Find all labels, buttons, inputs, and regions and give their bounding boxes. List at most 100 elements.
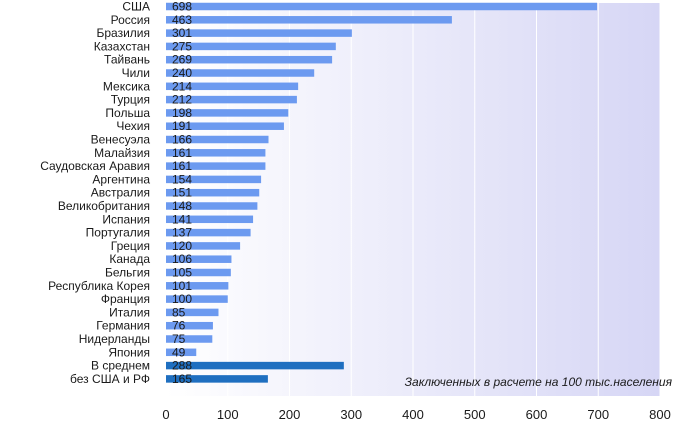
value-labels: 6984633012752692402142121981911661611611… — [172, 0, 192, 386]
category-label: Бразилия — [97, 26, 151, 40]
bar — [166, 321, 213, 330]
category-label: Польша — [105, 106, 150, 120]
bar — [166, 175, 262, 184]
category-label: Казахстан — [94, 39, 150, 53]
category-label: Италия — [109, 305, 150, 319]
x-tick-label: 0 — [162, 407, 169, 422]
bar — [166, 149, 266, 157]
bar — [166, 255, 232, 263]
value-label: 301 — [172, 26, 192, 40]
value-label: 214 — [172, 79, 192, 93]
bar — [166, 29, 352, 37]
bar — [166, 109, 289, 117]
bar — [166, 188, 260, 197]
bar — [166, 69, 315, 77]
category-label: В среднем — [91, 359, 150, 373]
value-label: 75 — [172, 332, 186, 346]
value-label: 240 — [172, 66, 192, 80]
x-tick-label: 100 — [217, 407, 239, 422]
chart-annotation: Заключенных в расчете на 100 тыс.населен… — [405, 375, 673, 389]
value-label: 698 — [172, 0, 192, 14]
bar — [166, 268, 231, 277]
bar — [166, 215, 254, 224]
x-tick-label: 700 — [587, 407, 609, 422]
category-labels: СШАРоссияБразилияКазахстанТайваньЧилиМек… — [40, 0, 150, 386]
category-label: Тайвань — [104, 53, 150, 67]
bar — [166, 2, 598, 11]
bar — [166, 361, 344, 370]
x-tick-labels: 0 100 200 300 400 500 600 700 800 — [162, 407, 670, 422]
bar — [166, 95, 297, 104]
category-label: Нидерланды — [79, 332, 150, 346]
category-label: Россия — [111, 13, 150, 27]
value-label: 269 — [172, 53, 192, 67]
category-label: Чехия — [116, 119, 150, 133]
category-label: Канада — [109, 252, 150, 266]
value-label: 100 — [172, 292, 192, 306]
category-label: Саудовская Аравия — [40, 159, 150, 173]
category-label: Турция — [111, 93, 150, 107]
category-label: Испания — [102, 212, 150, 226]
category-label: Германия — [96, 319, 150, 333]
x-tick-label: 400 — [402, 407, 424, 422]
value-label: 148 — [172, 199, 192, 213]
bar — [166, 348, 197, 357]
value-label: 212 — [172, 93, 192, 107]
category-label: Бельгия — [105, 266, 150, 280]
category-label: Франция — [101, 292, 150, 306]
bar — [166, 242, 241, 250]
bar — [166, 202, 258, 210]
value-label: 76 — [172, 319, 186, 333]
value-label: 166 — [172, 133, 192, 147]
value-label: 85 — [172, 305, 186, 319]
category-label: Япония — [108, 345, 150, 359]
value-label: 106 — [172, 252, 192, 266]
x-tick-label: 600 — [526, 407, 548, 422]
category-label: Португалия — [86, 226, 150, 240]
value-label: 137 — [172, 226, 192, 240]
bar — [166, 162, 266, 170]
value-label: 275 — [172, 39, 192, 53]
category-label: без США и РФ — [70, 372, 150, 386]
value-label: 161 — [172, 159, 192, 173]
bar — [166, 295, 228, 303]
value-label: 101 — [172, 279, 192, 293]
category-label: США — [122, 0, 150, 14]
value-label: 141 — [172, 212, 192, 226]
category-label: Аргентина — [92, 172, 150, 186]
value-label: 105 — [172, 266, 192, 280]
x-tick-label: 200 — [279, 407, 301, 422]
bar — [166, 16, 452, 24]
category-label: Великобритания — [58, 199, 150, 213]
bar — [166, 335, 213, 343]
value-label: 154 — [172, 172, 192, 186]
value-label: 49 — [172, 345, 186, 359]
category-label: Венесуэла — [91, 133, 151, 147]
category-label: Чили — [122, 66, 150, 80]
bar — [166, 82, 299, 91]
bar — [166, 282, 229, 290]
value-label: 288 — [172, 359, 192, 373]
category-label: Австралия — [91, 186, 150, 200]
gridlines — [227, 3, 661, 396]
category-label: Республика Корея — [48, 279, 150, 293]
value-label: 198 — [172, 106, 192, 120]
value-label: 161 — [172, 146, 192, 160]
bar — [166, 135, 269, 144]
value-label: 191 — [172, 119, 192, 133]
value-label: 165 — [172, 372, 192, 386]
bars — [166, 2, 598, 383]
value-label: 120 — [172, 239, 192, 253]
x-tick-label: 300 — [340, 407, 362, 422]
value-label: 463 — [172, 13, 192, 27]
x-tick-label: 500 — [464, 407, 486, 422]
category-label: Греция — [111, 239, 150, 253]
bar — [166, 308, 219, 317]
value-label: 151 — [172, 186, 192, 200]
bar — [166, 375, 268, 383]
bar — [166, 228, 251, 237]
category-label: Малайзия — [94, 146, 150, 160]
x-tick-label: 800 — [649, 407, 671, 422]
bar — [166, 42, 336, 51]
